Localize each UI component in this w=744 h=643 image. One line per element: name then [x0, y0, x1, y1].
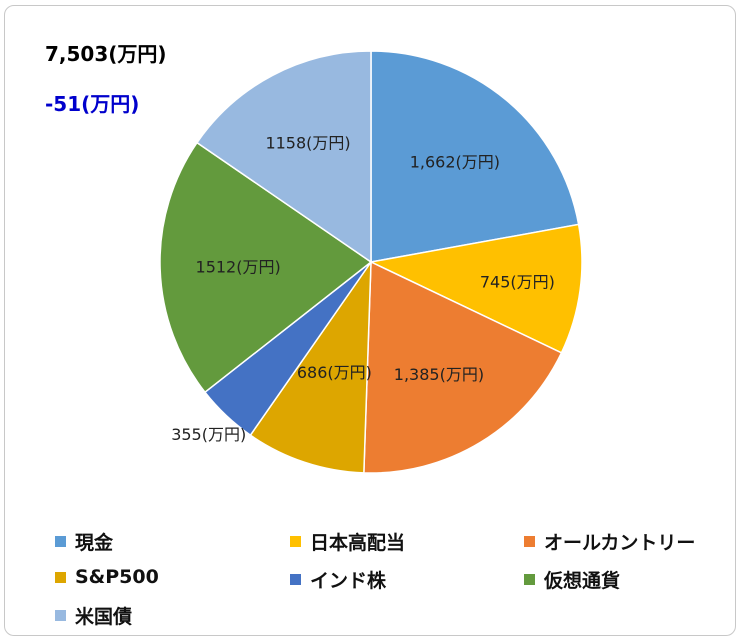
slice-label-3: 686(万円) — [297, 363, 372, 382]
legend-label: S&P500 — [75, 566, 159, 588]
pie-slice-5 — [159, 141, 373, 394]
legend-item-2: オールカントリー — [524, 528, 695, 555]
legend-item-6: 米国債 — [55, 602, 132, 629]
pie-slice-1 — [368, 223, 583, 354]
legend-label: 現金 — [75, 532, 114, 554]
slice-label-4: 355(万円) — [171, 425, 246, 444]
total-value: 7,503(万円) — [45, 42, 167, 66]
legend-item-4: インド株 — [290, 566, 386, 593]
pie-slice-6 — [195, 50, 372, 264]
pie-slice-3 — [249, 259, 372, 474]
legend-swatch — [524, 574, 535, 585]
legend-label: 米国債 — [75, 606, 133, 628]
legend-item-1: 日本高配当 — [290, 528, 405, 555]
slice-label-6: 1158(万円) — [265, 134, 350, 153]
legend-item-0: 現金 — [55, 528, 113, 555]
legend-label: 仮想通貨 — [544, 570, 621, 592]
slice-label-1: 745(万円) — [480, 273, 555, 292]
slice-label-2: 1,385(万円) — [394, 365, 484, 384]
legend-item-5: 仮想通貨 — [524, 566, 620, 593]
legend-swatch — [290, 536, 301, 547]
legend-swatch — [55, 571, 66, 583]
legend-swatch — [290, 574, 301, 585]
legend-item-3: S&P500 — [55, 566, 159, 588]
legend-label: インド株 — [310, 570, 387, 592]
legend-swatch — [55, 610, 66, 621]
change-value: -51(万円) — [45, 92, 140, 116]
legend-label: オールカントリー — [544, 532, 696, 554]
slice-label-0: 1,662(万円) — [410, 153, 500, 172]
legend-swatch — [55, 536, 66, 547]
slice-label-5: 1512(万円) — [196, 257, 281, 276]
pie-slice-2 — [363, 260, 563, 474]
legend-label: 日本高配当 — [310, 532, 406, 554]
legend-swatch — [524, 536, 535, 547]
pie-slice-0 — [370, 50, 580, 263]
